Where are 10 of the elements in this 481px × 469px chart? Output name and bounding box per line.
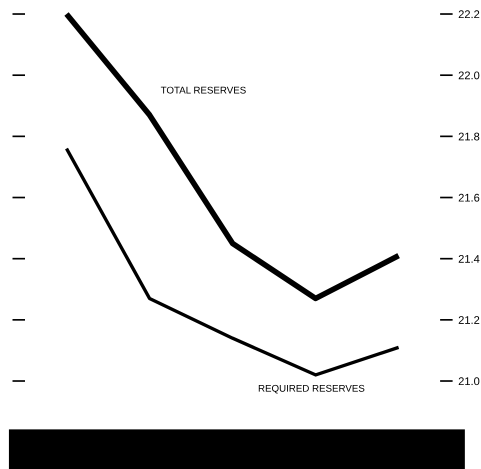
y-tick-label: 22.2 bbox=[458, 10, 480, 18]
y-tick-label: 22.0 bbox=[458, 71, 480, 80]
y-tick-label: 21.2 bbox=[458, 316, 480, 324]
y-tick-label: 21.6 bbox=[458, 194, 480, 202]
y-tick-label: 21.0 bbox=[458, 377, 480, 386]
y-tick-label: 21.4 bbox=[458, 254, 480, 263]
series-label: REQUIRED RESERVES bbox=[258, 384, 364, 394]
y-tick-label: 21.8 bbox=[458, 132, 480, 140]
text: TOTAL RESERVES bbox=[160, 86, 246, 94]
line-series bbox=[64, 146, 400, 377]
